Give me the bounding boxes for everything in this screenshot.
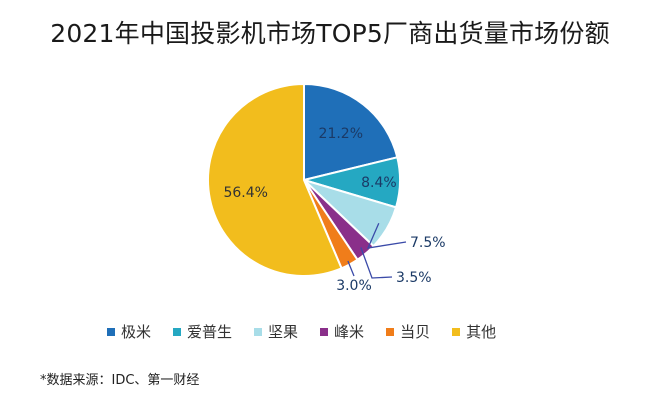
legend-swatch-2: [173, 327, 182, 336]
legend-swatch-4: [320, 327, 329, 336]
data-label-5: 3.0%: [336, 278, 372, 294]
legend-item-2: 爱普生: [173, 321, 232, 342]
pie-slices: [207, 82, 401, 277]
legend-item-4: 峰米: [320, 321, 364, 342]
legend-label-6: 其他: [466, 323, 497, 341]
legend-label-1: 极米: [121, 323, 152, 341]
legend-label-4: 峰米: [334, 323, 365, 341]
legend-item-5: 当贝: [386, 321, 430, 342]
leader-line-4: [360, 247, 393, 279]
legend-label-5: 当贝: [400, 323, 431, 341]
legend-item-6: 其他: [452, 321, 496, 342]
legend-label-2: 爱普生: [187, 323, 233, 341]
legend-label-3: 坚果: [268, 323, 299, 341]
legend-swatch-3: [254, 327, 263, 336]
data-labels: 21.2% 8.4% 7.5% 3.5% 3.0% 56.4%: [223, 126, 445, 294]
source-note: *数据来源：IDC、第一财经: [40, 373, 200, 388]
leader-line-5: [347, 260, 355, 277]
legend-swatch-6: [452, 327, 461, 336]
pie-slice-6: [207, 82, 343, 277]
data-label-3: 7.5%: [410, 235, 446, 251]
legend: 极米 爱普生 坚果 峰米 当贝 其他: [107, 321, 496, 342]
legend-swatch-1: [107, 327, 115, 336]
legend-item-1: 极米: [107, 321, 151, 342]
legend-item-3: 坚果: [254, 321, 298, 342]
data-label-2: 8.4%: [361, 175, 397, 191]
leader-lines: [347, 223, 407, 279]
pie-slice-1: [303, 82, 399, 182]
leader-line-3: [366, 223, 407, 249]
legend-swatch-5: [386, 327, 395, 336]
data-label-4: 3.5%: [396, 270, 432, 286]
data-label-6: 56.4%: [223, 185, 267, 201]
data-label-1: 21.2%: [319, 126, 363, 142]
chart-title: 2021年中国投影机市场TOP5厂商出货量市场份额: [50, 19, 610, 48]
